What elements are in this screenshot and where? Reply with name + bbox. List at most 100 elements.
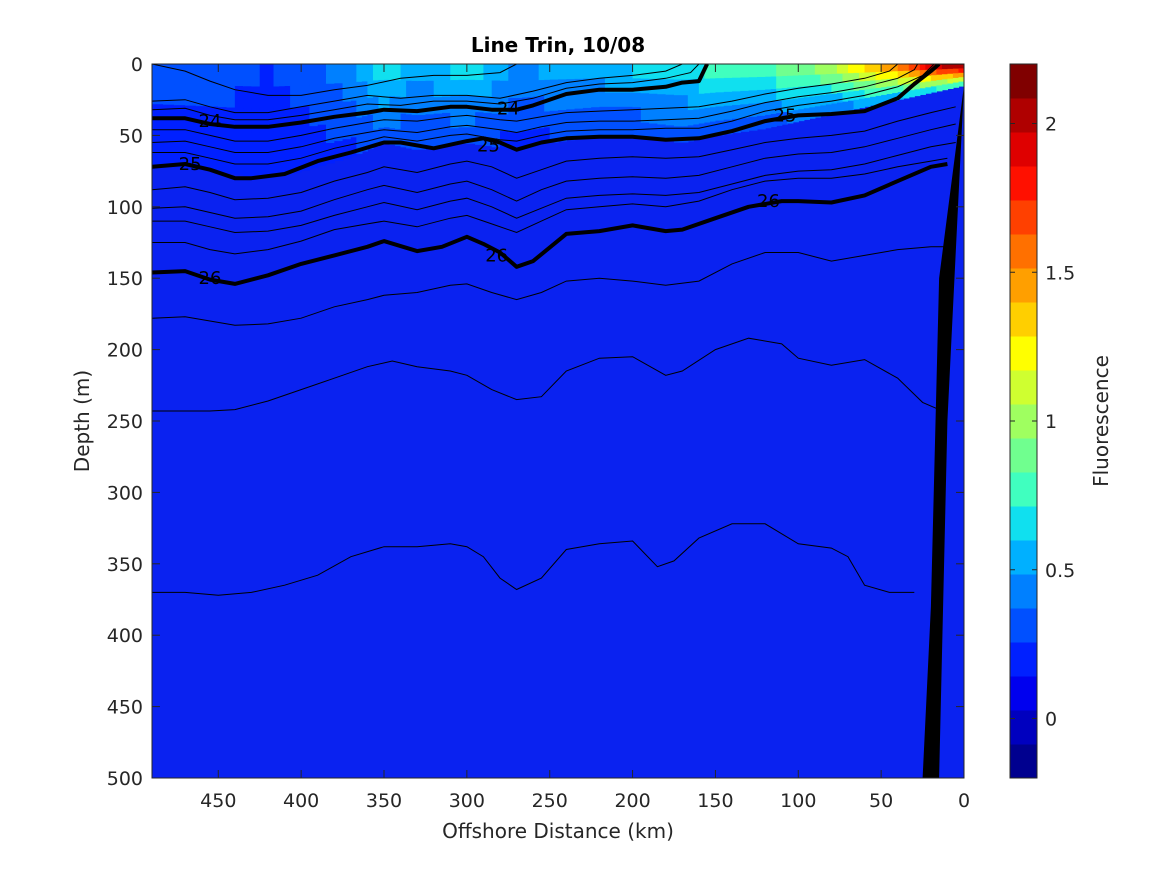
fluorescence-cell	[787, 99, 794, 112]
fluorescence-cell	[886, 86, 893, 95]
y-tick-label: 0	[131, 54, 143, 76]
fluorescence-cell	[892, 78, 899, 87]
fluorescence-cell	[591, 92, 601, 108]
y-tick-label: 50	[119, 125, 143, 147]
fluorescence-cell	[185, 84, 197, 107]
fluorescence-cell	[952, 73, 960, 79]
fluorescence-cell	[295, 107, 302, 130]
fluorescence-cell	[279, 108, 286, 132]
fluorescence-cell	[809, 74, 816, 87]
fluorescence-cell	[544, 127, 551, 144]
fluorescence-cell	[776, 100, 783, 114]
colorbar-swatch	[1010, 438, 1037, 473]
fluorescence-cell	[748, 103, 758, 118]
fluorescence-cell	[591, 78, 601, 94]
fluorescence-cell	[892, 93, 899, 101]
fluorescence-cell	[516, 98, 523, 116]
fluorescence-cell	[709, 92, 717, 108]
fluorescence-cell	[787, 64, 794, 77]
fluorescence-cell	[417, 64, 427, 82]
contour-label-24: 24	[199, 111, 222, 132]
x-axis-label: Offshore Distance (km)	[442, 819, 674, 843]
fluorescence-cell	[425, 64, 435, 82]
fluorescence-cell	[372, 113, 380, 131]
fluorescence-cell	[698, 108, 705, 125]
fluorescence-cell	[566, 124, 576, 141]
fluorescence-cell	[591, 64, 601, 79]
fluorescence-cell	[389, 96, 396, 113]
colorbar-swatch	[1010, 166, 1037, 201]
fluorescence-cell	[268, 154, 275, 179]
fluorescence-cell	[958, 72, 964, 78]
fluorescence-cell	[842, 64, 849, 74]
fluorescence-cell	[698, 93, 705, 110]
fluorescence-cell	[820, 95, 827, 107]
fluorescence-cell	[152, 84, 164, 105]
fluorescence-cell	[610, 92, 617, 108]
fluorescence-cell	[665, 64, 675, 80]
colorbar-swatch	[1010, 200, 1037, 235]
fluorescence-cell	[627, 121, 634, 136]
fluorescence-cell	[616, 121, 623, 136]
fluorescence-cell	[411, 81, 418, 99]
fluorescence-cell	[704, 107, 711, 124]
fluorescence-cell	[803, 64, 810, 76]
fluorescence-cell	[897, 71, 904, 79]
fluorescence-cell	[251, 86, 261, 110]
fluorescence-cell	[218, 107, 228, 130]
y-tick-label: 450	[107, 697, 143, 719]
fluorescence-cell	[640, 64, 650, 80]
fluorescence-cell	[892, 71, 899, 80]
fluorescence-cell	[466, 95, 476, 113]
fluorescence-cell	[544, 64, 551, 81]
fluorescence-cell	[809, 64, 816, 76]
fluorescence-cell	[740, 117, 750, 132]
fluorescence-cell	[411, 98, 418, 116]
fluorescence-cell	[378, 79, 385, 97]
fluorescence-cell	[709, 107, 717, 123]
fluorescence-cell	[649, 64, 659, 80]
fluorescence-cell	[836, 83, 844, 94]
fluorescence-cell	[400, 113, 407, 131]
fluorescence-cell	[831, 93, 838, 105]
fluorescence-cell	[610, 78, 617, 94]
fluorescence-cell	[566, 64, 576, 80]
fluorescence-cell	[825, 104, 833, 116]
fluorescence-cell	[723, 119, 733, 135]
x-tick-label: 200	[614, 790, 650, 812]
fluorescence-cell	[704, 93, 711, 109]
fluorescence-cell	[372, 64, 380, 82]
fluorescence-cell	[317, 64, 327, 85]
fluorescence-cell	[958, 77, 964, 83]
contour-label-25: 25	[179, 154, 202, 175]
fluorescence-cell	[825, 94, 833, 106]
fluorescence-cell	[273, 108, 280, 133]
fluorescence-cell	[558, 64, 567, 80]
fluorescence-cell	[599, 64, 606, 79]
colorbar-swatch	[1010, 302, 1037, 337]
isopycnal-25-line	[152, 64, 941, 181]
fluorescence-cell	[533, 129, 540, 147]
fluorescence-cell	[309, 64, 319, 86]
fluorescence-cell	[466, 64, 476, 81]
fluorescence-cell	[674, 79, 683, 96]
fluorescence-cell	[825, 64, 833, 75]
fluorescence-cell	[218, 85, 228, 108]
fluorescence-cell	[897, 64, 904, 72]
fluorescence-cell	[350, 100, 357, 120]
fluorescence-cell	[765, 89, 772, 103]
fluorescence-cell	[674, 64, 683, 81]
fluorescence-cell	[458, 64, 468, 81]
fluorescence-cell	[372, 96, 380, 114]
fluorescence-cell	[500, 97, 509, 115]
chart-title: Line Trin, 10/08	[471, 33, 645, 57]
fluorescence-cell	[326, 64, 335, 85]
fluorescence-cell	[174, 64, 186, 86]
colorbar-swatch	[1010, 268, 1037, 303]
fluorescence-cell	[475, 80, 485, 97]
fluorescence-cell	[687, 79, 694, 96]
fluorescence-cell	[897, 78, 904, 86]
fluorescence-cell	[809, 96, 816, 108]
fluorescence-cell	[450, 128, 460, 145]
fluorescence-cell	[549, 126, 559, 143]
